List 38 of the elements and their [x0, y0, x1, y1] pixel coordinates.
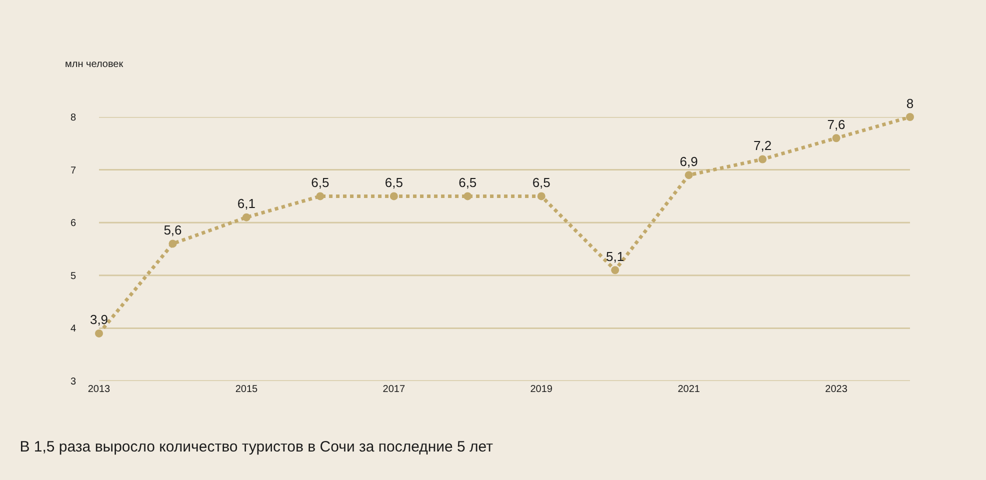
x-tick-label: 2017 — [382, 384, 406, 395]
point — [95, 329, 103, 338]
data-label: 6,5 — [384, 174, 403, 190]
point — [316, 192, 324, 200]
point — [684, 171, 693, 180]
data-label: 6,5 — [532, 174, 550, 190]
text: В 1,5 раза выросло количество туристов в Сочи за последние 5 лет — [20, 438, 494, 456]
y-tick-label: 5 — [70, 270, 76, 282]
data-label: 6,5 — [311, 174, 330, 190]
y-tick-label: 3 — [70, 376, 76, 388]
data-label: 5,1 — [606, 248, 624, 264]
data-label: 8 — [906, 96, 914, 111]
data-label: 6,1 — [237, 196, 256, 212]
point — [758, 155, 767, 164]
y-tick-label: 6 — [70, 218, 76, 230]
x-tick-label: 2023 — [825, 384, 848, 395]
point — [464, 192, 472, 200]
data-label: 6,9 — [680, 154, 698, 169]
x-tick-label: 2015 — [235, 384, 258, 395]
point — [611, 266, 620, 274]
y-tick-label: 4 — [70, 324, 76, 335]
point — [242, 213, 250, 222]
y-tick-label: 7 — [70, 165, 76, 176]
data-label: 7,2 — [754, 138, 772, 153]
data-label: 7,6 — [827, 116, 846, 132]
data-label: 6,5 — [458, 174, 477, 190]
x-tick-label: 2021 — [678, 384, 700, 395]
y-axis-title: млн человек — [65, 59, 124, 70]
data-label: 3,9 — [90, 312, 108, 328]
data-label: 5,6 — [164, 222, 182, 238]
y-tick-label: 8 — [70, 112, 76, 124]
point — [832, 134, 840, 142]
point — [906, 113, 914, 121]
point — [537, 192, 546, 200]
x-tick-label: 2013 — [88, 384, 111, 395]
x-tick-label: 2019 — [530, 384, 553, 395]
point — [168, 240, 177, 248]
point — [390, 192, 398, 200]
